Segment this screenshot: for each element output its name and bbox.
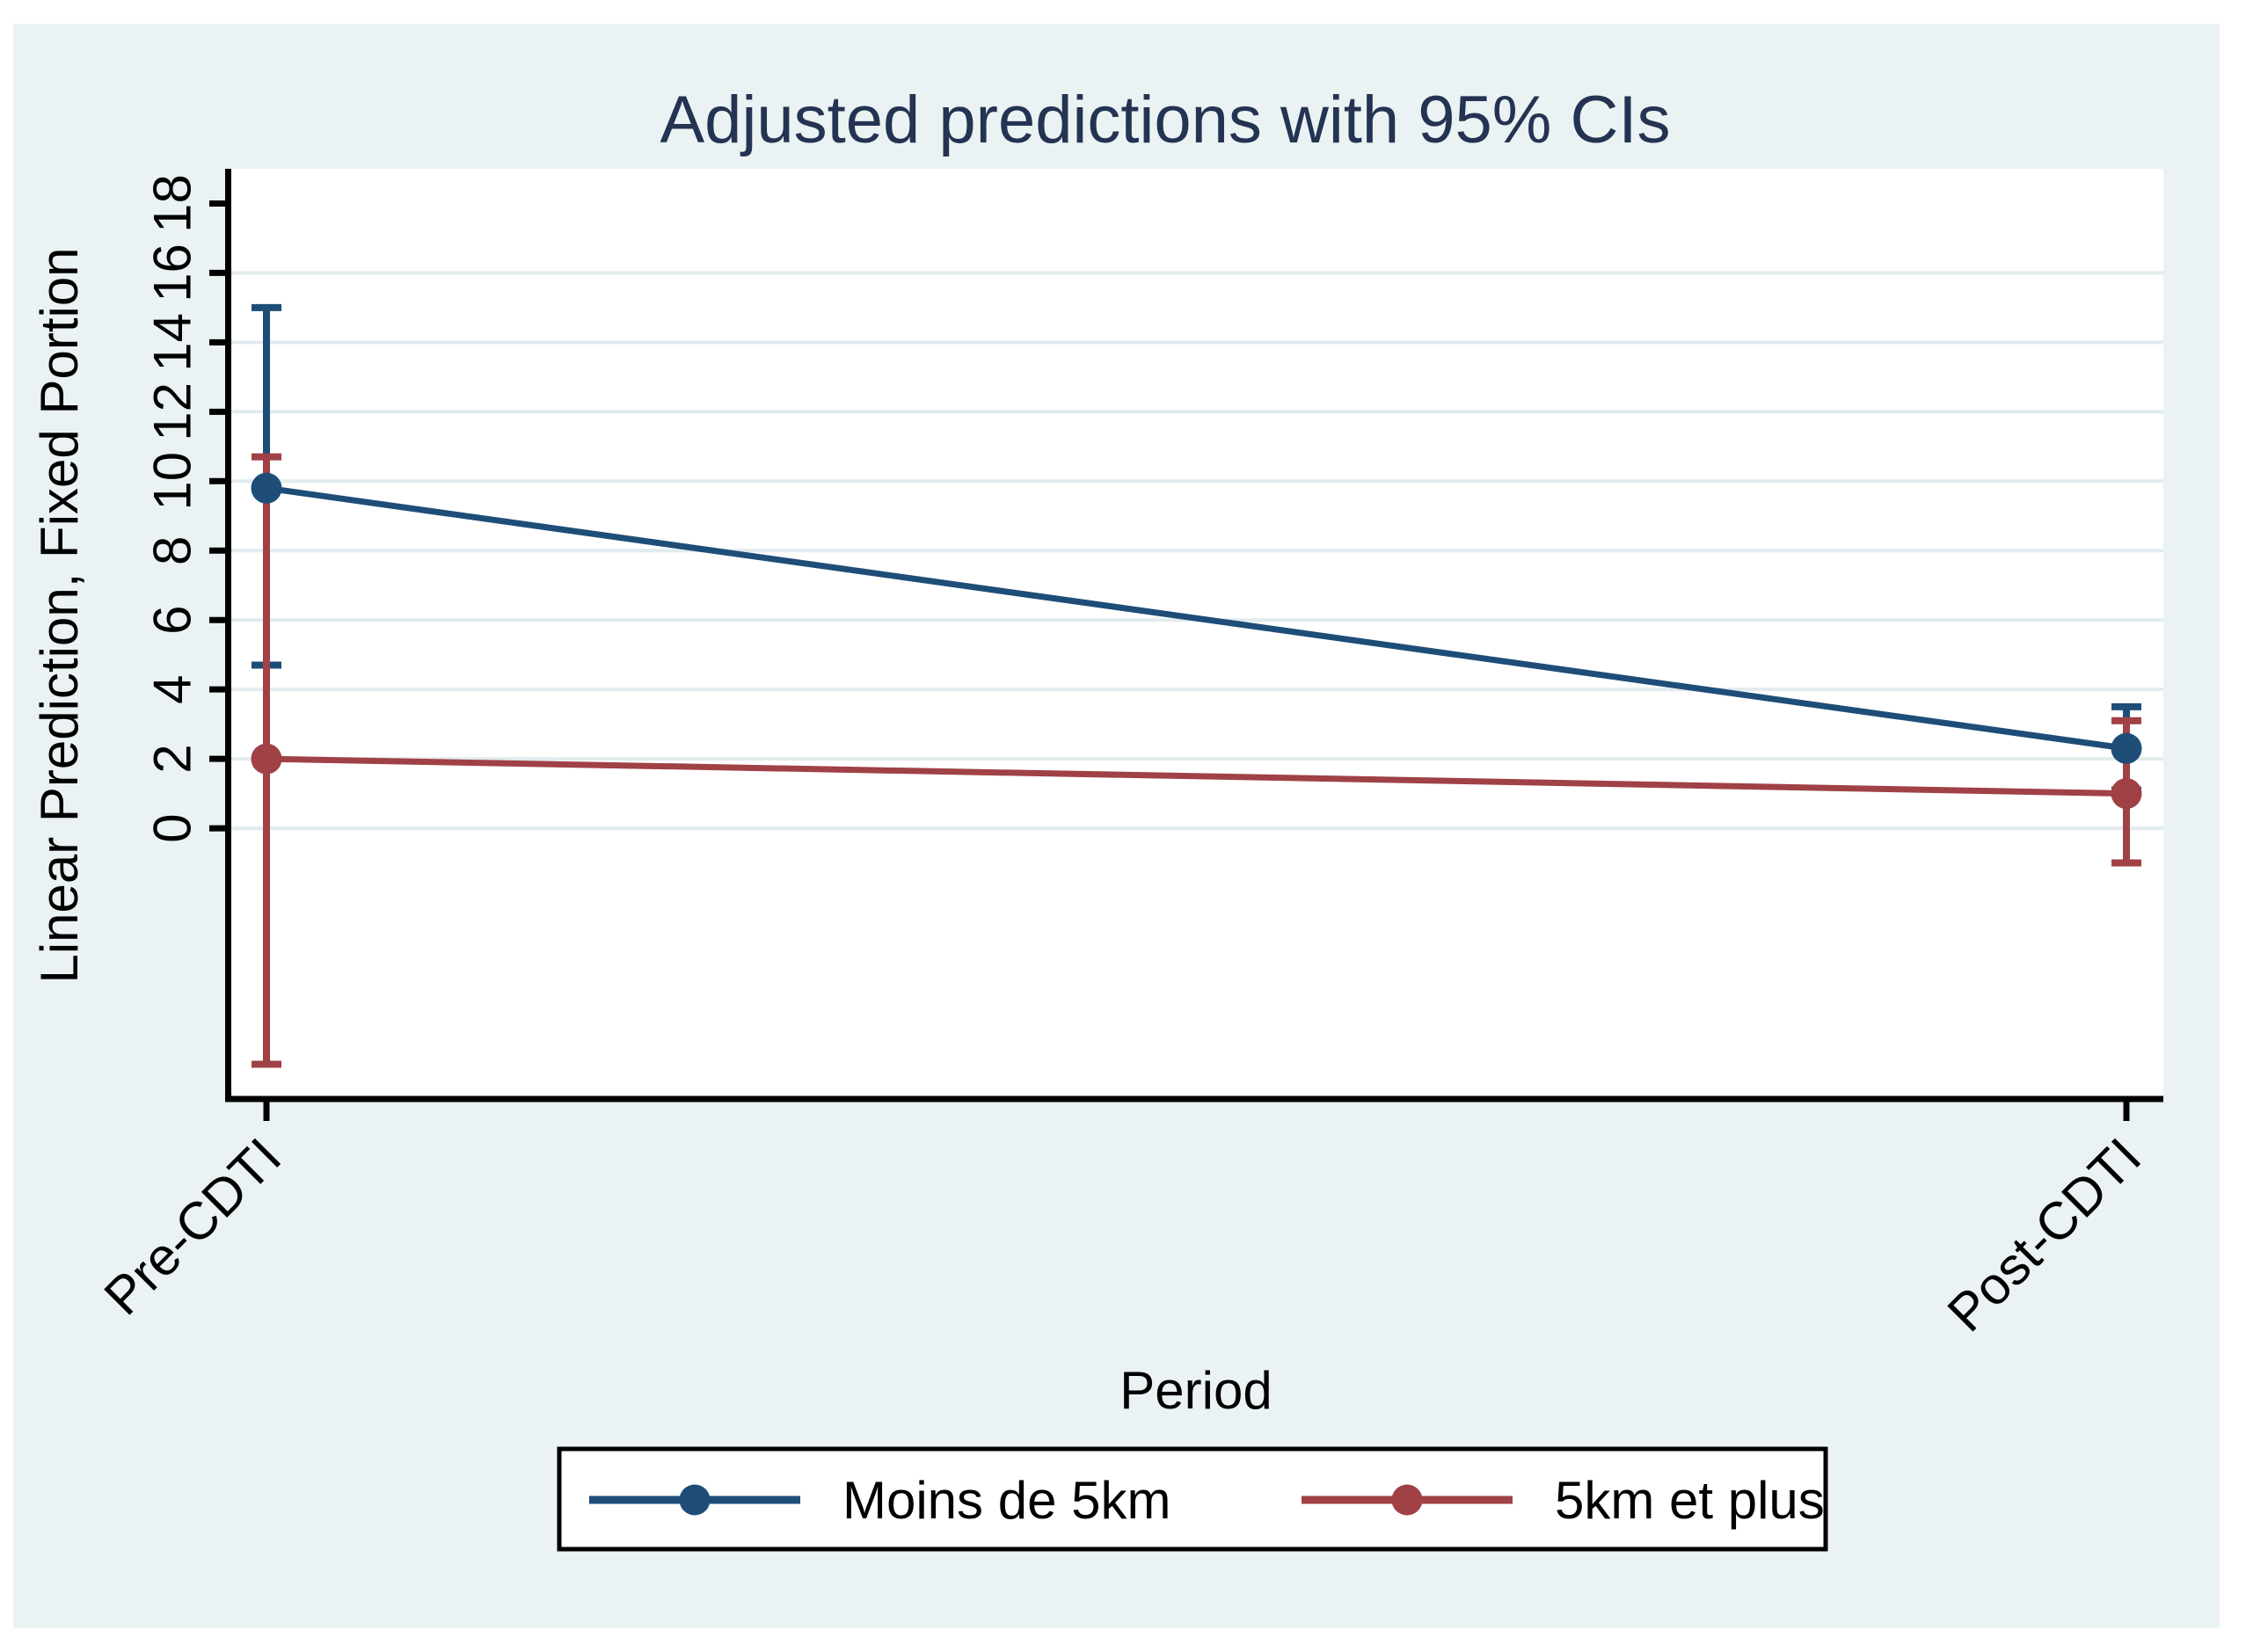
y-tick-label: 2 [143, 744, 202, 773]
series-lines [251, 472, 2142, 810]
data-point-marker [251, 743, 282, 775]
y-tick-label: 4 [143, 674, 202, 703]
y-tick-label: 12 [143, 382, 202, 441]
legend-marker [679, 1484, 711, 1516]
gridlines [231, 271, 2163, 831]
data-point-marker [251, 472, 282, 504]
y-axis-ticks: 0 2 4 6 8 10 12 14 16 18 [143, 174, 228, 843]
legend-items: Moins de 5km 5km et plus [589, 1471, 1825, 1530]
x-axis-title: Period [1119, 1361, 1272, 1420]
y-tick-label: 10 [143, 452, 202, 511]
legend-label: Moins de 5km [842, 1471, 1170, 1530]
series-line [266, 755, 2127, 797]
legend: Moins de 5km 5km et plus [557, 1446, 1828, 1552]
data-point-marker [2111, 778, 2142, 810]
y-tick-label: 8 [143, 536, 202, 565]
y-tick-label: 0 [143, 813, 202, 842]
y-tick-label: 6 [143, 606, 202, 635]
y-tick-label: 18 [143, 174, 202, 233]
data-point-marker [2111, 732, 2142, 764]
y-tick-label: 16 [143, 244, 202, 302]
chart-title: Adjusted predictions with 95% CIs [660, 83, 1670, 157]
plot-area [231, 169, 2163, 1099]
y-axis-title: Linear Prediction, Fixed Portion [30, 247, 89, 983]
y-tick-label: 14 [143, 313, 202, 372]
legend-label: 5km et plus [1555, 1471, 1825, 1530]
series-line [266, 484, 2127, 752]
legend-marker [1391, 1484, 1423, 1516]
